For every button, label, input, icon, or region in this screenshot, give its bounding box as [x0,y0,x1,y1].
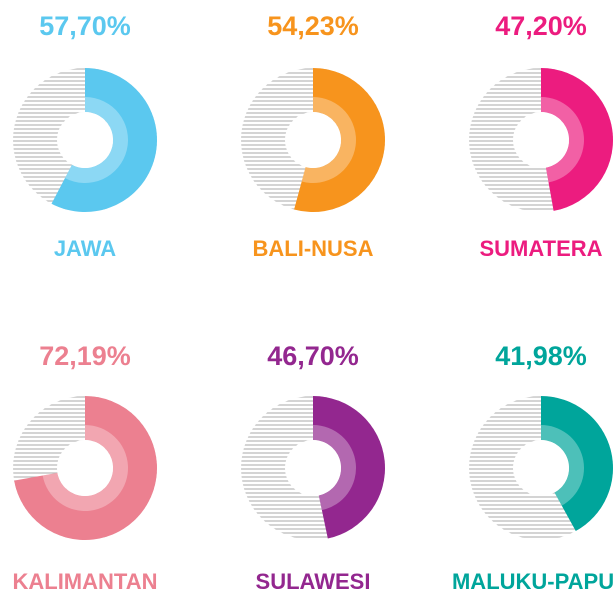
donut-sector [14,396,158,540]
percent-label: 72,19% [39,341,131,371]
region-name: SULAWESI [256,569,371,594]
donut-sector [541,396,613,532]
donut-hole [57,112,113,168]
donut-inner-band [301,97,356,183]
donut-hole [57,440,113,496]
percent-label: 46,70% [267,341,359,371]
donut-hole [513,440,569,496]
donut-sector [294,68,386,212]
donut-inner-band [313,425,356,511]
donut-inner-band [541,97,584,183]
region-name: MALUKU-PAPUA [452,569,613,594]
percent-label: 54,23% [267,11,359,41]
donut-hole [285,112,341,168]
donut-sector [541,68,613,211]
region-name: BALI-NUSA [253,236,374,261]
region-name: SUMATERA [479,236,602,261]
donut-hole [285,440,341,496]
region-name: JAWA [54,236,116,261]
donut-sector [51,68,157,212]
percent-label: 47,20% [495,11,587,41]
donut-inner-band [64,97,128,183]
region-name: KALIMANTAN [12,569,157,594]
donut-inner-band [42,425,129,512]
percent-label: 57,70% [39,11,131,41]
percent-label: 41,98% [495,341,587,371]
donut-sector [313,396,385,539]
donut-inner-band [541,425,584,506]
donut-hole [513,112,569,168]
